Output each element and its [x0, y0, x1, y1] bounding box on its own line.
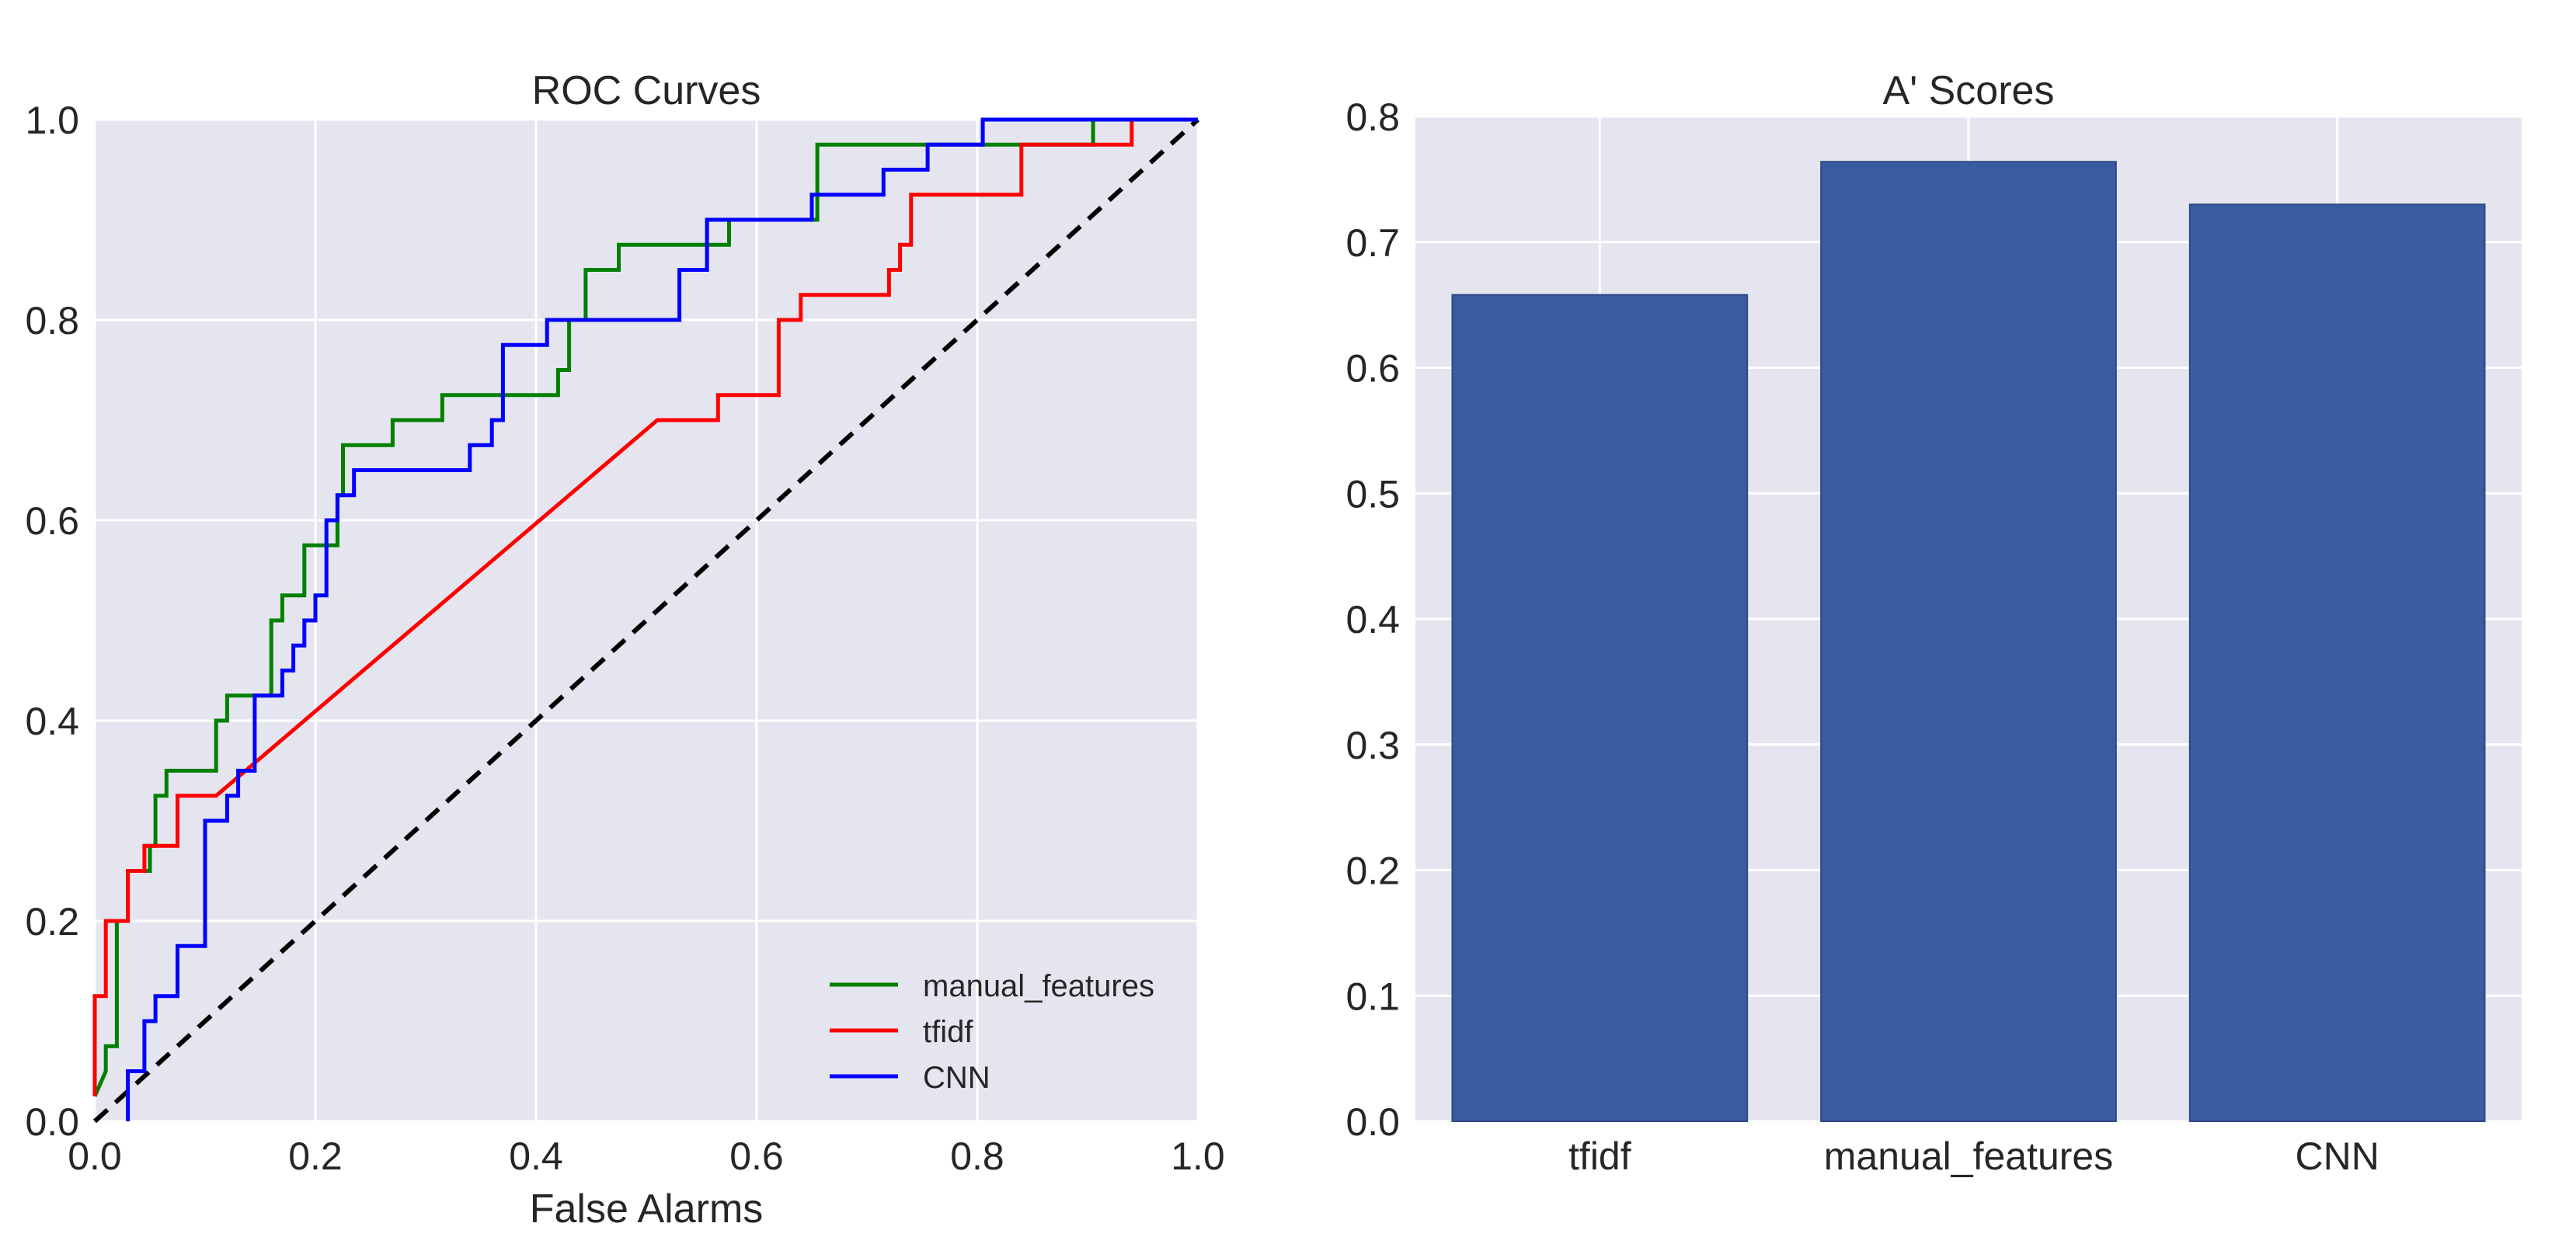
- roc-x-tick-label: 1.0: [1171, 1135, 1225, 1178]
- scores-y-tick-label: 0.1: [1345, 975, 1400, 1018]
- bar-tfidf: [1451, 294, 1749, 1122]
- scores-chart-title: A' Scores: [1883, 68, 2055, 113]
- bar-manual-features: [1820, 161, 2117, 1123]
- roc-chart: 0.0 0.2 0.4 0.6 0.8 1.0 0.0 0.2 0.4 0.6 0.8 1.0 ROC…: [25, 68, 1224, 1232]
- roc-x-tick-label: 0.2: [288, 1135, 343, 1178]
- roc-x-tick-label: 0.0: [68, 1135, 122, 1178]
- scores-y-tick-label: 0.3: [1345, 724, 1400, 767]
- scores-chart: 0.0 0.1 0.2 0.3 0.4 0.5 0.6 0.7 0.8 tfidf manual_f…: [1345, 68, 2522, 1178]
- roc-y-tick-label: 0.6: [25, 499, 79, 543]
- legend-label: tfidf: [923, 1015, 973, 1049]
- scores-y-tick-label: 0.0: [1345, 1100, 1400, 1144]
- roc-chance-line: [92, 117, 1200, 1124]
- bar-cnn: [2188, 203, 2486, 1123]
- legend-label: manual_features: [923, 969, 1154, 1003]
- scores-tick-labels: 0.0 0.1 0.2 0.3 0.4 0.5 0.6 0.7 0.8 tfidf manual_f…: [1345, 96, 2379, 1178]
- roc-series-line-cnn: [126, 117, 1198, 1121]
- roc-x-axis-label: False Alarms: [530, 1187, 764, 1232]
- roc-series-line-manual-features: [92, 117, 1198, 1097]
- scores-y-tick-label: 0.7: [1345, 221, 1400, 265]
- roc-x-tick-label: 0.4: [509, 1135, 563, 1178]
- roc-y-tick-label: 0.4: [25, 700, 79, 743]
- scores-y-tick-label: 0.8: [1345, 96, 1400, 139]
- roc-x-tick-label: 0.8: [950, 1135, 1004, 1178]
- scores-y-tick-label: 0.2: [1345, 850, 1400, 893]
- roc-y-tick-label: 0.8: [25, 299, 79, 342]
- scores-y-tick-label: 0.4: [1345, 598, 1400, 641]
- scores-bars-group: [1451, 161, 2486, 1123]
- roc-x-tick-label: 0.6: [729, 1135, 784, 1178]
- roc-y-tick-label: 0.2: [25, 900, 79, 943]
- scores-x-tick-label: tfidf: [1568, 1135, 1631, 1178]
- legend-label: CNN: [923, 1061, 990, 1095]
- scores-y-tick-label: 0.5: [1345, 472, 1400, 516]
- roc-series-group: [92, 117, 1200, 1124]
- scores-x-tick-label: manual_features: [1824, 1135, 2113, 1178]
- scores-y-tick-label: 0.6: [1345, 347, 1400, 391]
- roc-series-line-tfidf: [92, 117, 1198, 1096]
- scores-x-tick-label: CNN: [2296, 1135, 2379, 1178]
- roc-y-tick-label: 1.0: [25, 99, 79, 142]
- roc-chart-title: ROC Curves: [532, 68, 761, 113]
- roc-tick-labels: 0.0 0.2 0.4 0.6 0.8 1.0 0.0 0.2 0.4 0.6 0.8 1.0: [25, 99, 1224, 1178]
- roc-y-tick-label: 0.0: [25, 1100, 79, 1144]
